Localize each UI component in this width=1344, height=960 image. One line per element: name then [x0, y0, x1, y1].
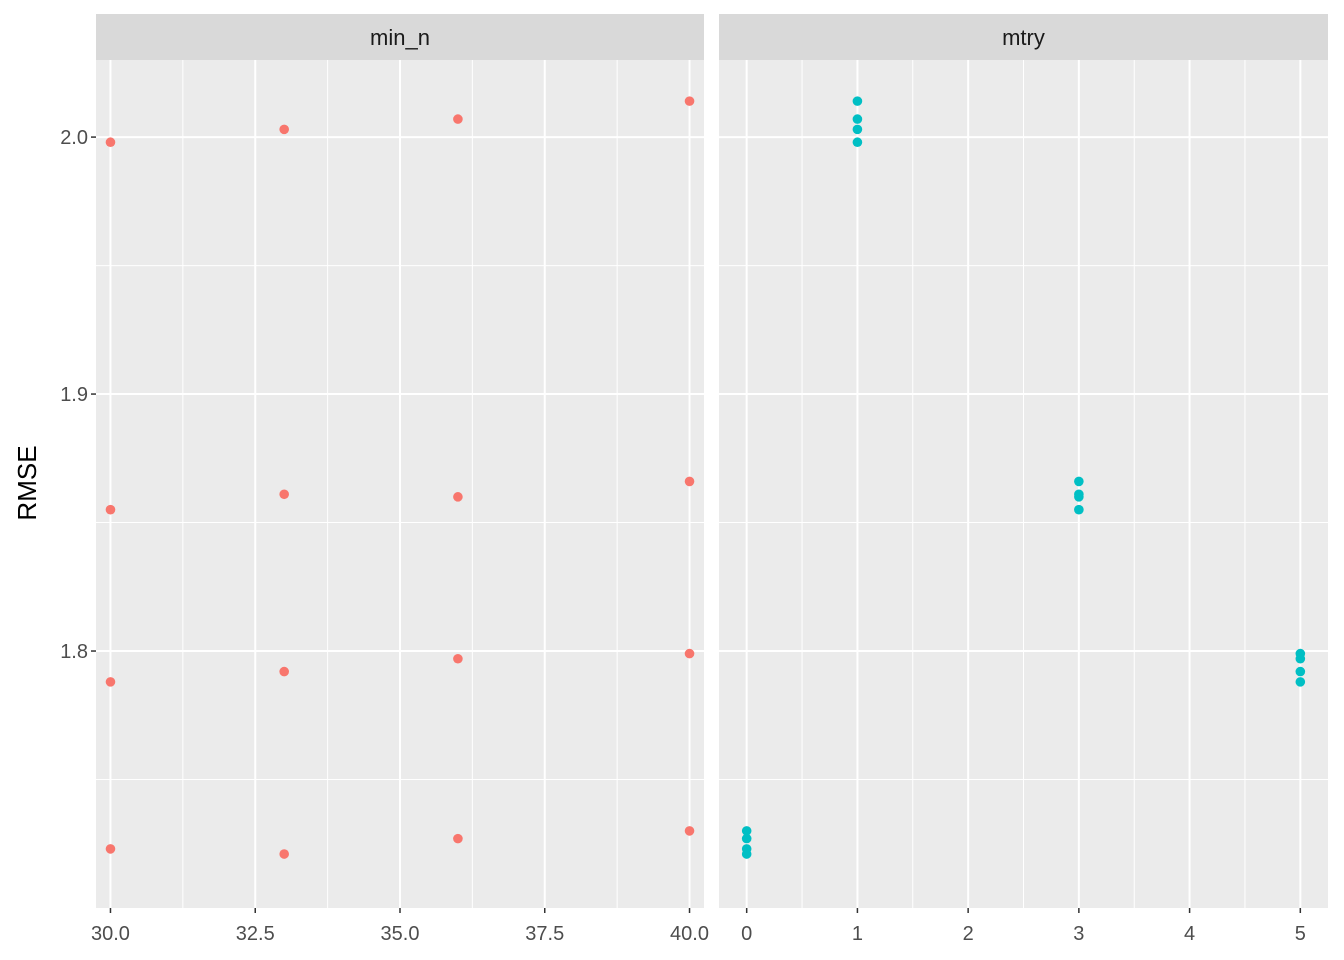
data-point-min_n	[279, 849, 289, 859]
data-point-min_n	[105, 137, 116, 148]
data-point-min_n	[453, 114, 463, 124]
facet-panel-min_n: min_n 30.0 32.5 35.0 37.5 40.0 1.8 1.9 2.0	[60, 14, 709, 945]
data-point-mtry	[852, 114, 863, 124]
data-point-min_n	[684, 476, 695, 487]
x-tick-label: 4	[1184, 923, 1195, 945]
y-axis-title: RMSE	[12, 445, 42, 520]
data-point-mtry	[1074, 504, 1084, 515]
x-tick-label: 40.0	[670, 923, 709, 945]
x-tick-label: 1	[852, 923, 863, 945]
data-point-min_n	[453, 653, 463, 664]
y-tick-label: 2.0	[60, 127, 88, 149]
data-point-mtry	[1074, 476, 1084, 487]
facet-strip	[719, 14, 1328, 60]
data-point-mtry	[1295, 677, 1306, 687]
data-point-mtry	[741, 849, 752, 859]
data-point-min_n	[684, 826, 695, 836]
facet-strip-label: mtry	[1002, 25, 1045, 50]
data-point-min_n	[105, 504, 116, 515]
data-point-mtry	[741, 826, 752, 836]
data-point-mtry	[852, 96, 863, 106]
x-tick-label: 37.5	[525, 923, 564, 945]
data-point-min_n	[105, 677, 116, 687]
data-point-min_n	[105, 844, 116, 854]
x-tick-label: 2	[963, 923, 974, 945]
data-point-min_n	[453, 833, 463, 844]
data-point-mtry	[741, 833, 752, 844]
x-tick-label: 0	[741, 923, 752, 945]
x-tick-label: 35.0	[381, 923, 420, 945]
data-point-min_n	[279, 666, 289, 677]
data-point-min_n	[453, 492, 463, 502]
data-point-mtry	[1295, 653, 1306, 664]
data-point-mtry	[1074, 492, 1084, 502]
x-tick-label: 30.0	[91, 923, 130, 945]
data-point-mtry	[852, 124, 863, 135]
data-point-min_n	[684, 648, 695, 659]
data-point-mtry	[852, 137, 863, 148]
x-tick-label: 32.5	[236, 923, 275, 945]
facet-panels: min_n 30.0 32.5 35.0 37.5 40.0 1.8 1.9 2.0 mtry 0 1…	[60, 14, 1328, 945]
facet-strip-label: min_n	[370, 25, 430, 50]
y-tick-label: 1.8	[60, 641, 88, 663]
x-tick-label: 5	[1295, 923, 1306, 945]
facet-strip	[96, 14, 704, 60]
data-point-min_n	[684, 96, 695, 106]
data-point-mtry	[1295, 666, 1306, 677]
data-point-min_n	[279, 489, 289, 500]
data-point-min_n	[279, 124, 289, 135]
x-tick-label: 3	[1073, 923, 1084, 945]
facet-panel-mtry: mtry 0 1 2 3 4 5	[719, 14, 1328, 945]
y-tick-label: 1.9	[60, 384, 88, 406]
